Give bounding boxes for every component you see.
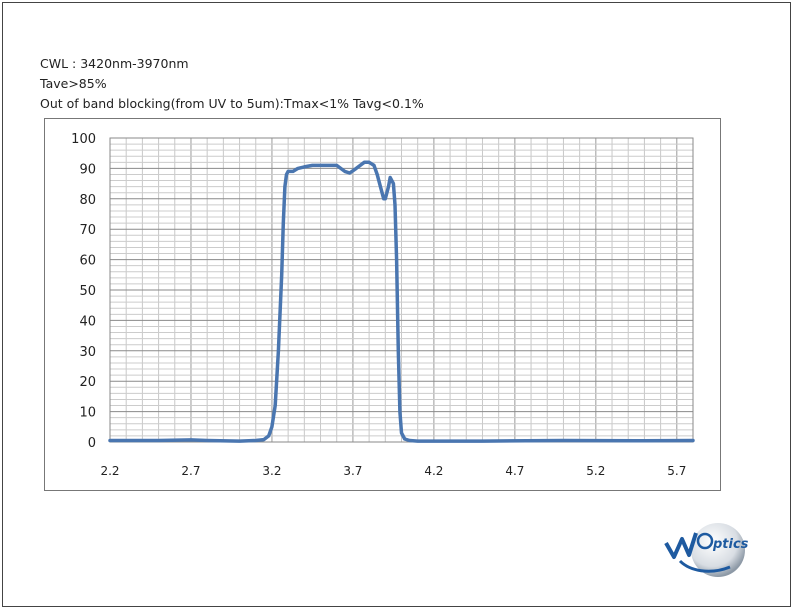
grid — [109, 137, 694, 443]
series — [108, 160, 695, 443]
y-tick-label: 50 — [79, 284, 96, 299]
y-tick-label: 0 — [88, 436, 96, 451]
transmission-chart: 0 10 20 30 40 50 60 70 80 90 100 2.2 2.7 3.2 3.7 4.2 4.… — [71, 132, 695, 478]
y-tick-label: 30 — [79, 345, 96, 360]
y-tick-label: 90 — [79, 162, 96, 177]
y-tick-label: 40 — [79, 314, 96, 329]
swoosh-icon — [678, 559, 731, 573]
wave-mark-icon — [664, 532, 698, 559]
logo-graphic: ptics — [664, 523, 749, 577]
o-letter-icon — [696, 532, 714, 550]
y-axis-ticks: 0 10 20 30 40 50 60 70 80 90 100 — [71, 132, 96, 451]
x-tick-label: 4.7 — [505, 464, 524, 478]
transmission-series-line — [108, 160, 695, 443]
plot-border — [109, 137, 694, 443]
x-tick-label: 3.2 — [262, 464, 281, 478]
cwl-note: CWL : 3420nm-3970nm — [40, 56, 189, 71]
x-tick-label: 5.2 — [586, 464, 605, 478]
globe-icon — [691, 523, 745, 577]
x-tick-label: 4.2 — [424, 464, 443, 478]
y-tick-label: 70 — [79, 223, 96, 238]
plot-frame — [109, 137, 694, 443]
tave-note: Tave>85% — [40, 76, 107, 91]
y-tick-label: 10 — [79, 406, 96, 421]
y-tick-label: 100 — [71, 132, 96, 147]
y-tick-label: 80 — [79, 193, 96, 208]
y-tick-label: 20 — [79, 375, 96, 390]
chart-area: 0 10 20 30 40 50 60 70 80 90 100 2.2 2.7 3.2 3.7 4.2 4.… — [44, 118, 721, 491]
spec-notes: CWL : 3420nm-3970nm Tave>85% Out of band… — [40, 54, 424, 114]
x-tick-label: 3.7 — [343, 464, 362, 478]
logo-text: ptics — [712, 537, 749, 552]
x-tick-label: 2.2 — [100, 464, 119, 478]
x-tick-label: 2.7 — [181, 464, 200, 478]
x-tick-label: 5.7 — [667, 464, 686, 478]
blocking-note: Out of band blocking(from UV to 5um):Tma… — [40, 96, 424, 111]
company-logo: ptics — [660, 517, 752, 583]
x-axis-ticks: 2.2 2.7 3.2 3.7 4.2 4.7 5.2 5.7 — [100, 464, 686, 478]
y-tick-label: 60 — [79, 254, 96, 269]
